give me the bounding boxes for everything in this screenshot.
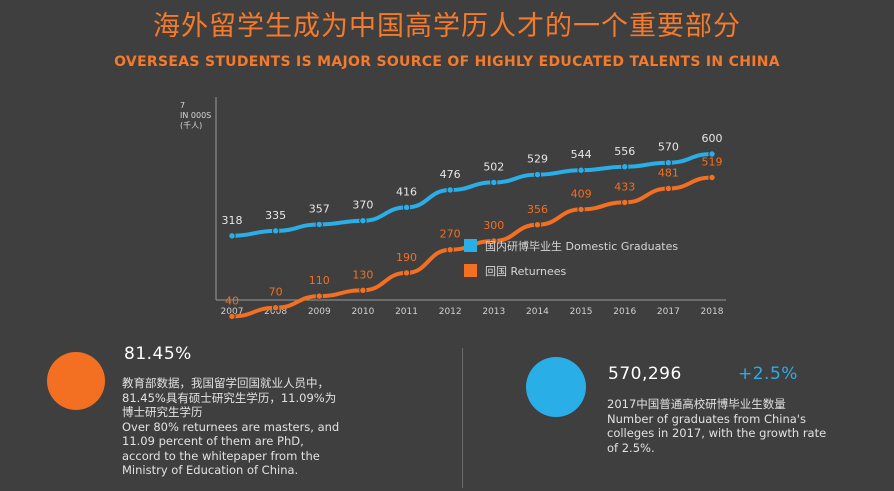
domestic-data-point (533, 170, 542, 179)
blue-circle-icon (526, 357, 586, 417)
stat-graduates-count: 570,296 (608, 364, 682, 384)
legend-item-domestic: 国内研博毕业生 Domestic Graduates (464, 236, 678, 255)
description-line: Over 80% returnees are masters, and (122, 419, 340, 434)
domestic-data-point (446, 186, 454, 194)
y-axis-unit-label: 7 IN 000S (千人) (180, 101, 211, 131)
data-label: 544 (571, 148, 592, 161)
domestic-data-point (490, 178, 498, 187)
y-axis-unit-line: IN 000S (180, 111, 212, 120)
x-tick-label: 2016 (613, 307, 636, 317)
orange-circle-icon (47, 352, 105, 410)
returnees-data-point (359, 286, 367, 294)
data-label: 40 (225, 294, 239, 307)
data-label: 357 (309, 202, 330, 215)
y-axis-unit-line: 7 (180, 101, 186, 110)
domestic-series-line (230, 152, 714, 238)
data-label: 519 (702, 155, 723, 168)
returnees-data-point (315, 292, 323, 300)
data-label: 409 (571, 187, 592, 200)
data-label: 556 (614, 145, 635, 158)
page-title-english: OVERSEAS STUDENTS IS MAJOR SOURCE OF HIG… (114, 54, 780, 70)
data-label: 476 (440, 168, 461, 181)
description-line: 81.45%具有硕士研究生学历，11.09%为 (122, 390, 337, 405)
legend-swatch-blue (464, 239, 477, 252)
stat-graduates-description: 2017中国普通高校研博毕业生数量 Number of graduates fr… (607, 397, 857, 455)
data-label: 270 (440, 228, 461, 241)
stat-returnee-description: 教育部数据，我国留学回国就业人员中， 81.45%具有硕士研究生学历，11.09… (122, 376, 407, 478)
data-label: 318 (222, 214, 243, 227)
description-line: of 2.5%. (607, 440, 655, 455)
returnees-data-point (664, 184, 673, 193)
data-label: 335 (265, 209, 286, 222)
data-label: 416 (396, 185, 417, 198)
domestic-data-point (228, 232, 236, 240)
domestic-data-point (621, 163, 629, 171)
legend-label: 国内研博毕业生 Domestic Graduates (485, 239, 679, 253)
x-tick-label: 2012 (439, 307, 462, 317)
domestic-data-point (708, 150, 716, 158)
page-title-chinese: 海外留学生成为中国高学历人才的一个重要部分 (153, 11, 741, 42)
legend-swatch-orange (464, 264, 477, 277)
returnees-data-point (446, 246, 454, 254)
returnees-data-point (228, 312, 236, 321)
data-label: 570 (658, 141, 679, 154)
x-tick-label: 2017 (657, 307, 680, 317)
description-line: accord to the whitepaper from the (122, 448, 320, 463)
data-label: 300 (483, 219, 504, 232)
description-line: Ministry of Education of China. (122, 463, 299, 477)
returnees-data-point (621, 198, 629, 207)
data-label: 481 (658, 167, 679, 180)
domestic-data-point (577, 166, 585, 174)
description-line: 博士研究生学历 (122, 405, 203, 419)
stat-returnee-percent: 81.45% (124, 344, 192, 364)
returnees-data-point (708, 173, 716, 182)
domestic-data-point (402, 203, 411, 212)
x-tick-label: 2011 (395, 307, 418, 317)
description-line: colleges in 2017, with the growth rate (607, 426, 827, 440)
data-label: 600 (702, 132, 723, 145)
x-tick-label: 2014 (526, 307, 549, 317)
x-tick-label: 2015 (570, 307, 593, 317)
description-line: 2017中国普通高校研博毕业生数量 (607, 397, 786, 411)
legend-label: 回国 Returnees (485, 264, 567, 278)
data-label: 130 (352, 268, 373, 281)
returnees-data-point (577, 205, 585, 214)
data-label: 502 (483, 160, 504, 173)
chart-legend: 国内研博毕业生 Domestic Graduates 回国 Returnees (464, 236, 678, 286)
data-label: 370 (352, 199, 373, 212)
x-tick-label: 2009 (308, 307, 331, 317)
legend-item-returnees: 回国 Returnees (464, 261, 678, 280)
data-label: 110 (309, 274, 330, 287)
data-label: 433 (614, 180, 635, 193)
x-tick-label: 2008 (264, 307, 287, 317)
domestic-data-point (359, 217, 367, 225)
returnees-data-point (271, 304, 280, 312)
returnees-data-point (533, 221, 542, 229)
section-divider (462, 348, 463, 488)
returnees-data-point (402, 269, 411, 277)
data-label: 356 (527, 203, 548, 216)
x-tick-label: 2010 (351, 307, 374, 317)
description-line: 11.09 percent of them are PhD, (122, 434, 304, 448)
x-tick-label: 2018 (701, 307, 724, 317)
domestic-data-point (271, 227, 280, 235)
y-axis-unit-line: (千人) (180, 121, 203, 130)
description-line: 教育部数据，我国留学回国就业人员中， (122, 376, 329, 390)
data-label: 190 (396, 251, 417, 264)
data-label: 529 (527, 153, 548, 166)
returnees-data-point (490, 237, 498, 245)
data-label: 70 (269, 286, 283, 299)
description-line: Number of graduates from China's (607, 411, 806, 426)
domestic-data-point (315, 220, 323, 229)
x-tick-label: 2007 (221, 307, 244, 317)
x-tick-label: 2013 (482, 307, 505, 317)
domestic-data-point (664, 159, 673, 167)
stat-growth-rate: +2.5% (738, 364, 798, 384)
